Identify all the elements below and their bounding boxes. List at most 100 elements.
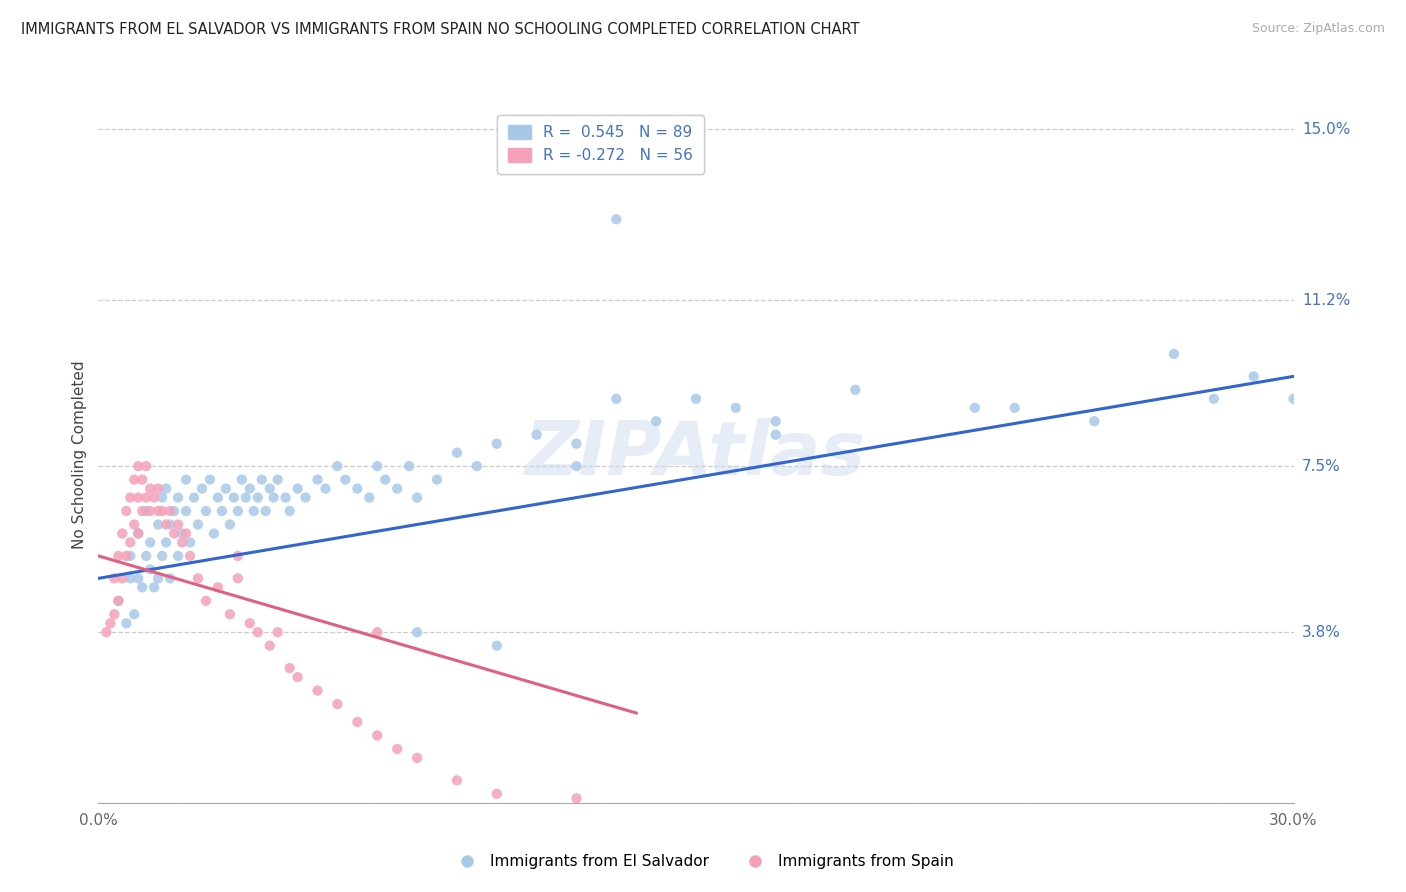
Point	[107, 549, 129, 563]
Point	[159, 571, 181, 585]
Point	[1004, 401, 1026, 415]
Point	[1083, 414, 1105, 428]
Point	[374, 473, 396, 487]
Point	[143, 580, 166, 594]
Point	[465, 459, 488, 474]
Point	[127, 459, 149, 474]
Legend: Immigrants from El Salvador, Immigrants from Spain: Immigrants from El Salvador, Immigrants …	[446, 848, 960, 875]
Point	[211, 504, 233, 518]
Point	[239, 482, 262, 496]
Point	[187, 571, 209, 585]
Point	[174, 526, 197, 541]
Point	[254, 504, 277, 518]
Point	[124, 473, 146, 487]
Point	[250, 473, 273, 487]
Point	[385, 742, 409, 756]
Point	[294, 491, 316, 505]
Point	[259, 482, 281, 496]
Point	[724, 401, 747, 415]
Point	[485, 787, 508, 801]
Point	[366, 625, 388, 640]
Point	[326, 459, 349, 474]
Point	[139, 535, 162, 549]
Point	[167, 549, 190, 563]
Point	[307, 683, 329, 698]
Point	[267, 473, 290, 487]
Point	[765, 414, 787, 428]
Point	[326, 697, 349, 711]
Point	[426, 473, 449, 487]
Point	[155, 535, 177, 549]
Point	[139, 562, 162, 576]
Point	[187, 517, 209, 532]
Point	[143, 491, 166, 505]
Point	[1282, 392, 1305, 406]
Point	[135, 549, 157, 563]
Text: ZIPAtlas: ZIPAtlas	[526, 418, 866, 491]
Point	[1243, 369, 1265, 384]
Point	[307, 473, 329, 487]
Point	[139, 504, 162, 518]
Point	[120, 571, 142, 585]
Text: 3.8%: 3.8%	[1302, 624, 1341, 640]
Point	[226, 504, 249, 518]
Point	[127, 526, 149, 541]
Point	[103, 571, 125, 585]
Point	[259, 639, 281, 653]
Point	[172, 535, 194, 549]
Point	[207, 580, 229, 594]
Point	[267, 625, 290, 640]
Point	[163, 526, 186, 541]
Point	[120, 535, 142, 549]
Point	[226, 571, 249, 585]
Point	[159, 504, 181, 518]
Point	[565, 436, 588, 450]
Point	[605, 212, 627, 227]
Point	[239, 616, 262, 631]
Point	[159, 517, 181, 532]
Point	[148, 517, 170, 532]
Point	[120, 549, 142, 563]
Point	[219, 607, 242, 622]
Point	[685, 392, 707, 406]
Point	[179, 549, 201, 563]
Point	[111, 571, 134, 585]
Point	[120, 491, 142, 505]
Text: 11.2%: 11.2%	[1302, 293, 1350, 308]
Point	[135, 459, 157, 474]
Point	[172, 526, 194, 541]
Point	[98, 616, 122, 631]
Point	[963, 401, 986, 415]
Point	[231, 473, 253, 487]
Point	[605, 392, 627, 406]
Text: Source: ZipAtlas.com: Source: ZipAtlas.com	[1251, 22, 1385, 36]
Point	[226, 549, 249, 563]
Point	[148, 482, 170, 496]
Legend: R =  0.545   N = 89, R = -0.272   N = 56: R = 0.545 N = 89, R = -0.272 N = 56	[498, 115, 703, 174]
Point	[526, 427, 548, 442]
Point	[207, 491, 229, 505]
Point	[406, 625, 429, 640]
Text: 15.0%: 15.0%	[1302, 122, 1350, 137]
Point	[163, 504, 186, 518]
Point	[263, 491, 285, 505]
Point	[107, 594, 129, 608]
Point	[131, 504, 153, 518]
Point	[127, 526, 149, 541]
Point	[115, 616, 138, 631]
Point	[174, 504, 197, 518]
Point	[148, 504, 170, 518]
Text: IMMIGRANTS FROM EL SALVADOR VS IMMIGRANTS FROM SPAIN NO SCHOOLING COMPLETED CORR: IMMIGRANTS FROM EL SALVADOR VS IMMIGRANT…	[21, 22, 859, 37]
Point	[359, 491, 381, 505]
Point	[287, 670, 309, 684]
Point	[366, 729, 388, 743]
Point	[139, 482, 162, 496]
Point	[174, 473, 197, 487]
Point	[645, 414, 668, 428]
Point	[103, 607, 125, 622]
Point	[183, 491, 205, 505]
Point	[155, 482, 177, 496]
Point	[124, 607, 146, 622]
Point	[96, 625, 118, 640]
Point	[167, 517, 190, 532]
